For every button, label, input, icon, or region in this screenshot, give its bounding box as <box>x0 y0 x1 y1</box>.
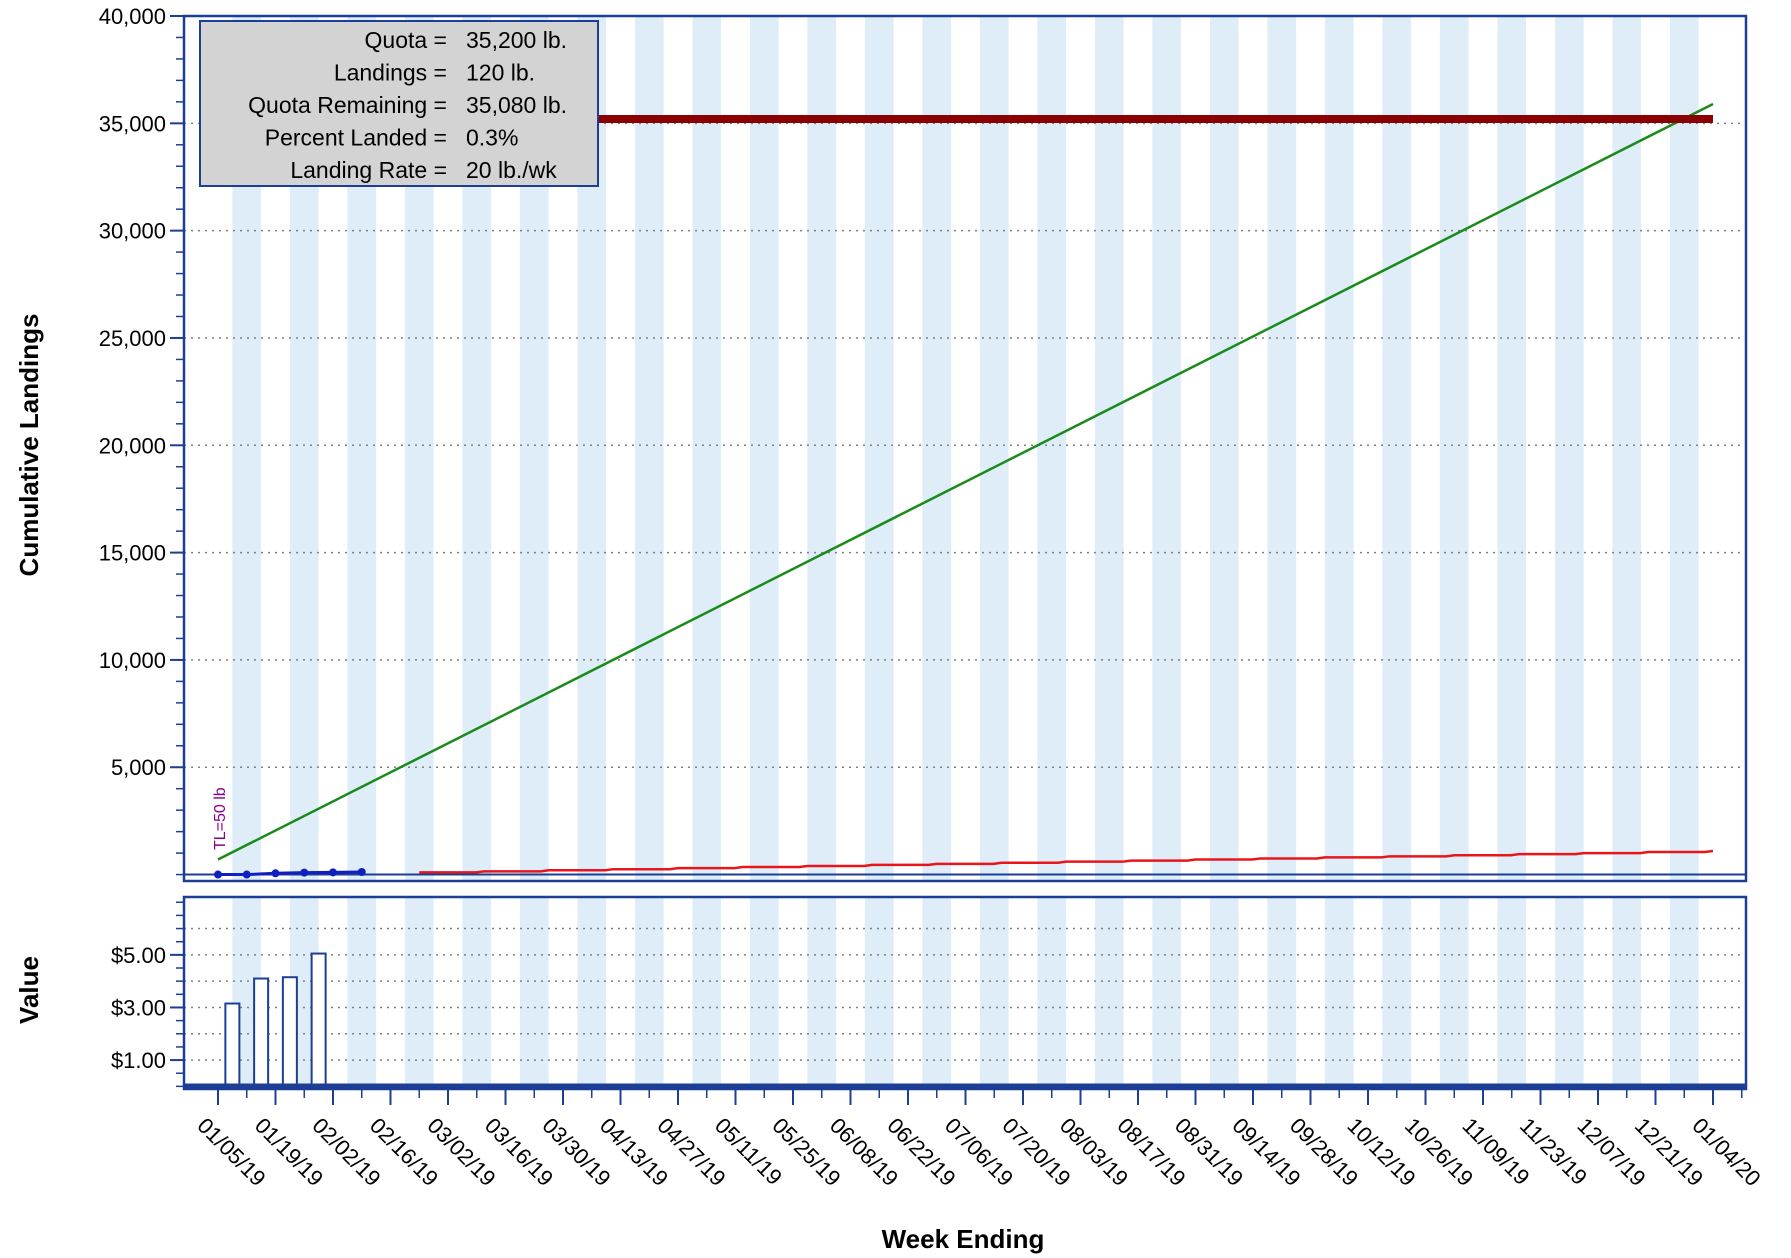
top-y-tick-label: 10,000 <box>99 648 166 673</box>
landings-point <box>300 868 309 877</box>
quota-info-box: Quota = 35,200 lb. Landings = 120 lb. Quota … <box>199 20 599 187</box>
top-y-tick-label: 40,000 <box>99 4 166 29</box>
trend-line <box>419 849 1714 874</box>
bottom-y-tick-label: $1.00 <box>111 1048 166 1073</box>
week-band <box>634 16 664 881</box>
landings-point <box>242 870 251 879</box>
week-band <box>1037 16 1067 881</box>
week-band <box>1669 16 1699 881</box>
bottom-y-tick-label: $5.00 <box>111 943 166 968</box>
week-band <box>864 897 894 1089</box>
info-value: 0.3% <box>466 125 518 151</box>
week-band <box>1152 897 1182 1089</box>
week-ending-axis: 01/05/1901/19/1902/02/1902/16/1903/02/19… <box>192 1089 1766 1191</box>
landings-point <box>357 867 366 876</box>
info-value: 35,080 lb. <box>466 92 567 118</box>
value-bar <box>310 952 327 1088</box>
projection-line <box>217 102 1714 861</box>
value-panel: $1.00 $3.00 $5.00 <box>111 895 1748 1091</box>
top-y-tick-label: 25,000 <box>99 326 166 351</box>
info-value: 120 lb. <box>466 60 535 86</box>
week-band <box>864 16 894 881</box>
week-band <box>807 16 837 881</box>
week-band <box>1554 897 1584 1089</box>
bottom-y-tick-label: $3.00 <box>111 995 166 1020</box>
info-label: Landing Rate = <box>290 157 447 183</box>
top-panel-frame <box>182 14 1748 883</box>
info-label: Percent Landed = <box>265 125 447 151</box>
top-y-tick-label: 30,000 <box>99 219 166 244</box>
landings-line <box>218 870 362 877</box>
landings-point <box>214 870 222 879</box>
week-band <box>1209 16 1239 881</box>
week-band <box>979 16 1009 881</box>
info-value: 20 lb./wk <box>466 157 557 183</box>
tl-annotation: TL=50 lb <box>212 787 229 850</box>
value-bar <box>253 977 270 1088</box>
info-box-background <box>199 20 599 187</box>
week-band <box>1152 16 1182 881</box>
value-bar <box>281 976 298 1088</box>
x-axis-title: Week Ending <box>882 1224 1045 1254</box>
info-label: Landings = <box>334 60 447 86</box>
info-value: 35,200 lb. <box>466 27 567 53</box>
week-band <box>749 16 779 881</box>
top-y-tick-label: 20,000 <box>99 433 166 458</box>
top-y-tick-label: 15,000 <box>99 541 166 566</box>
week-band <box>1497 16 1527 881</box>
landings-point <box>271 869 280 878</box>
week-band <box>1037 897 1067 1089</box>
top-y-tick-label: 5,000 <box>111 755 166 780</box>
week-band <box>692 16 722 881</box>
week-band <box>1267 16 1297 881</box>
top-y-tick-label: 35,000 <box>99 111 166 136</box>
week-band <box>347 897 377 1089</box>
week-band <box>1669 897 1699 1089</box>
week-band <box>749 897 779 1089</box>
landings-point <box>329 868 337 877</box>
week-band <box>922 16 952 881</box>
week-band <box>1382 16 1412 881</box>
week-band <box>1439 16 1469 881</box>
y-axis-title-cumulative-landings: Cumulative Landings <box>14 314 44 577</box>
y-axis-title-value: Value <box>14 956 44 1024</box>
info-label: Quota = <box>365 27 447 53</box>
week-band <box>1554 16 1584 881</box>
value-bar <box>224 1002 241 1088</box>
week-band <box>1324 16 1354 881</box>
week-band <box>1612 16 1642 881</box>
info-label: Quota Remaining = <box>248 92 447 118</box>
week-band <box>1094 16 1124 881</box>
